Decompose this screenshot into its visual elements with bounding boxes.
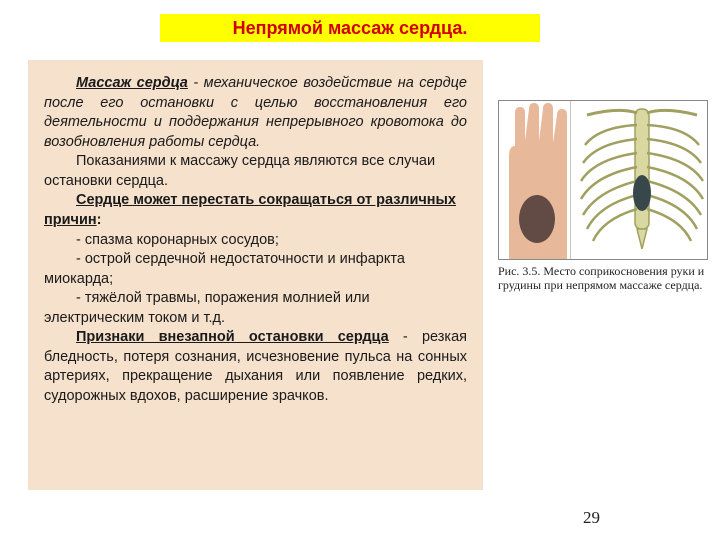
- figure-svg: [499, 101, 708, 260]
- para-definition: Массаж сердца - механическое воздействие…: [44, 74, 467, 152]
- slide: Непрямой массаж сердца. Массаж сердца - …: [0, 0, 720, 540]
- page-number: 29: [583, 508, 600, 528]
- figure-box: Рис. 3.5. Место соприкосновения руки и г…: [498, 100, 708, 293]
- term: Массаж сердца: [76, 75, 188, 91]
- ribcage-icon: [571, 101, 708, 260]
- signs-heading: Признаки внезапной остановки сердца: [76, 329, 389, 345]
- para-signs: Признаки внезапной остановки сердца - ре…: [44, 328, 467, 406]
- causes-heading: Сердце может перестать сокращаться от ра…: [44, 192, 456, 228]
- para-causes-heading: Сердце может перестать сокращаться от ра…: [44, 191, 467, 230]
- cause-1: - спазма коронарных сосудов;: [44, 231, 467, 251]
- cause-3: - тяжёлой травмы, поражения молнией или …: [44, 289, 467, 328]
- title-bar: Непрямой массаж сердца.: [160, 14, 540, 42]
- slide-title: Непрямой массаж сердца.: [233, 18, 468, 39]
- causes-colon: :: [97, 212, 102, 228]
- para-indications: Показаниями к массажу сердца являются вс…: [44, 152, 467, 191]
- cause-2: - острой сердечной недостаточности и инф…: [44, 250, 467, 289]
- figure-caption: Рис. 3.5. Место соприкосновения руки и г…: [498, 264, 708, 293]
- body-column: Массаж сердца - механическое воздействие…: [28, 60, 483, 490]
- hand-icon: [509, 103, 567, 260]
- figure-image: [498, 100, 708, 260]
